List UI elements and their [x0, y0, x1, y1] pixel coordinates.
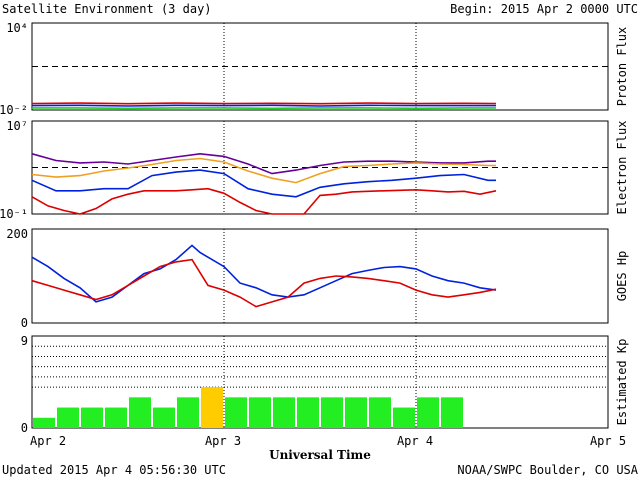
- x-axis-label: Universal Time: [269, 448, 371, 462]
- goes-hp-frame: [31, 228, 609, 324]
- x-tick-apr3: Apr 3: [205, 434, 241, 448]
- electron-flux-y-label: Electron Flux: [615, 121, 629, 215]
- proton-flux-series-blue: [31, 104, 496, 107]
- kp-y-label: Estimated Kp: [615, 339, 629, 426]
- kp-bar: [201, 387, 223, 428]
- kp-bar: [369, 397, 391, 428]
- kp-bar: [81, 407, 103, 428]
- goes-hp-series-blue: [31, 244, 497, 303]
- proton-flux-series-red: [31, 102, 497, 105]
- kp-bar: [441, 397, 463, 428]
- kp-bar: [273, 397, 295, 428]
- electron-flux-series-orange: [31, 157, 496, 184]
- electron-flux-series-blue: [31, 169, 496, 198]
- goes-hp-series-red: [31, 258, 497, 308]
- x-tick-apr2: Apr 2: [30, 434, 66, 448]
- kp-bar: [417, 397, 439, 428]
- kp-bar: [345, 397, 367, 428]
- kp-bar: [393, 407, 415, 428]
- kp-bar: [225, 397, 247, 428]
- kp-bar: [249, 397, 271, 428]
- x-tick-apr4: Apr 4: [397, 434, 433, 448]
- kp-y-tick-top: 9: [21, 334, 28, 348]
- panels-group: 10⁴ 10⁻² Proton Flux 10⁷ 10⁻¹ Electron Flux 20…: [0, 21, 629, 435]
- credit-text: NOAA/SWPC Boulder, CO USA: [457, 463, 638, 477]
- kp-y-tick-bottom: 0: [21, 421, 28, 435]
- kp-bar: [57, 407, 79, 428]
- kp-bar: [153, 407, 175, 428]
- proton-flux-y-tick-top: 10⁴: [6, 21, 28, 35]
- goes-hp-y-label: GOES Hp: [615, 251, 629, 302]
- begin-time: Begin: 2015 Apr 2 0000 UTC: [450, 2, 638, 16]
- kp-bar: [105, 407, 127, 428]
- kp-bar: [129, 397, 151, 428]
- electron-flux-y-tick-top: 10⁷: [6, 119, 28, 133]
- updated-time: Updated 2015 Apr 4 05:56:30 UTC: [2, 463, 226, 477]
- chart-title: Satellite Environment (3 day): [2, 2, 212, 16]
- electron-flux-series-red: [31, 187, 497, 215]
- electron-flux-series-purple: [31, 152, 496, 175]
- electron-flux-frame: [31, 120, 609, 215]
- goes-hp-y-tick-top: 200: [6, 227, 28, 241]
- kp-bar: [297, 397, 319, 428]
- kp-bar: [321, 397, 343, 428]
- goes-hp-y-tick-bottom: 0: [21, 316, 28, 330]
- x-tick-apr5: Apr 5: [590, 434, 626, 448]
- proton-flux-frame: [31, 22, 609, 111]
- electron-flux-y-tick-bottom: 10⁻¹: [0, 207, 28, 221]
- kp-bar: [33, 417, 55, 428]
- proton-flux-y-label: Proton Flux: [615, 27, 629, 106]
- kp-bar: [177, 397, 199, 428]
- proton-flux-y-tick-bottom: 10⁻²: [0, 103, 28, 117]
